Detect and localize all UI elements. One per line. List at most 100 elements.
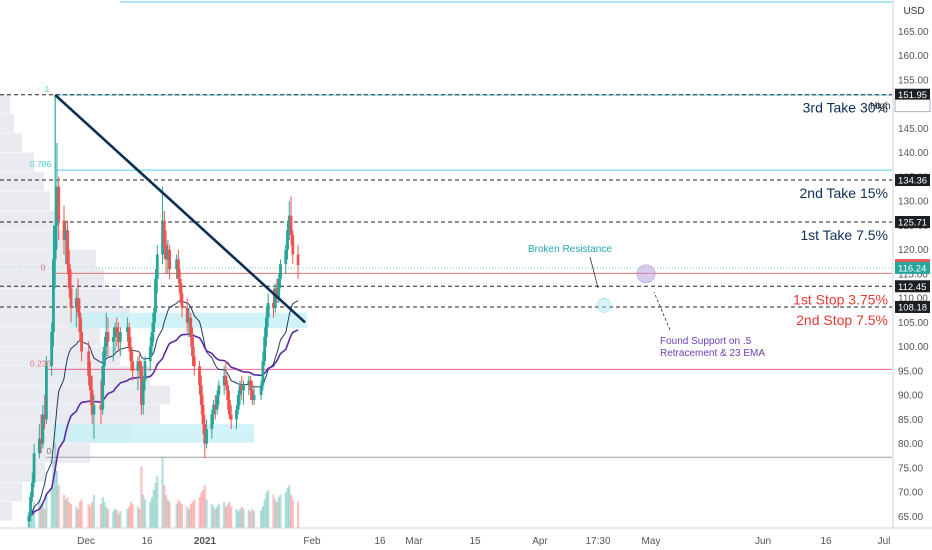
volume-bar: [235, 509, 238, 528]
candle: [30, 472, 34, 502]
candle-body: [168, 249, 171, 270]
profile-bar: [0, 172, 44, 191]
volume-bar: [55, 471, 59, 528]
volume-bar: [237, 511, 240, 528]
time-tick-label: Dec: [77, 536, 95, 547]
time-axis-background: [0, 528, 932, 550]
candle: [136, 356, 140, 391]
price-tag-label: 116.24: [898, 263, 926, 274]
price-tick-label: 80.00: [898, 439, 923, 450]
candle: [215, 390, 219, 415]
level-label: 1st Take 7.5%: [800, 227, 888, 243]
profile-bar: [0, 94, 10, 114]
price-tick-label: 110.00: [898, 294, 928, 305]
price-axis[interactable]: USD 65.00 70.00 75.00 80.00 85.00 90.00 95.00 10…: [870, 0, 932, 528]
level-label: 2nd Stop 7.5%: [796, 312, 888, 328]
candle: [185, 298, 189, 333]
candle: [164, 230, 168, 274]
volume-bar: [101, 497, 104, 528]
volume-bar: [31, 509, 34, 528]
candle-body: [150, 332, 154, 347]
candle: [259, 380, 263, 400]
profile-bar: [0, 288, 120, 308]
candle: [118, 327, 122, 357]
candle: [41, 404, 45, 449]
level-label: 2nd Take 15%: [800, 185, 888, 201]
volume-bar: [286, 487, 289, 528]
volume-bar: [89, 506, 92, 528]
candle: [69, 269, 73, 323]
time-tick-label: 16: [141, 536, 153, 547]
profile-bar: [0, 366, 150, 385]
candle: [212, 399, 215, 425]
candle-body: [43, 414, 47, 420]
candle: [45, 356, 48, 425]
candle-body: [50, 332, 54, 367]
volume-bar: [189, 504, 192, 528]
volume-bar: [41, 504, 44, 528]
candle-body: [143, 361, 147, 381]
candle-body: [155, 254, 159, 279]
candle-body: [266, 303, 270, 318]
volume-bar: [62, 494, 66, 528]
price-tag-label: 125.71: [898, 217, 927, 228]
time-tick-label: 16: [820, 536, 832, 547]
volume-bar: [238, 509, 242, 528]
candle-body: [187, 317, 191, 323]
profile-bar: [0, 113, 14, 133]
candle: [236, 390, 240, 415]
candle-body: [166, 249, 170, 260]
candle: [140, 361, 143, 415]
price-tick-label: 155.00: [898, 75, 929, 86]
time-axis[interactable]: Dec 16 2021 Feb 16 Mar 15 Apr 17:30 May Jun 16 Jul: [0, 527, 932, 550]
candle: [178, 269, 182, 304]
price-tag-label: 151.95: [898, 90, 927, 101]
time-tick-label: Mar: [405, 536, 423, 547]
price-tag-label: 134.36: [898, 176, 927, 187]
candle-body: [66, 230, 69, 265]
candle: [76, 278, 80, 318]
candle: [247, 375, 251, 396]
candle: [203, 414, 207, 459]
candle-body: [99, 404, 103, 410]
candle-body: [27, 516, 31, 522]
candle: [287, 201, 291, 240]
candle: [198, 361, 201, 396]
price-tick-label: 100.00: [898, 342, 929, 353]
volume-bar: [263, 499, 266, 528]
candle: [57, 176, 61, 240]
high-label: High: [870, 101, 891, 112]
candle-body: [52, 259, 55, 333]
volume-bar: [242, 509, 245, 528]
volume-bar: [163, 485, 166, 528]
candle-body: [41, 414, 45, 444]
candle-body: [215, 395, 219, 410]
price-tag-label: 108.18: [898, 302, 927, 313]
profile-bar: [0, 482, 22, 502]
candle-body: [62, 220, 66, 240]
price-tag: [894, 99, 931, 113]
candle: [67, 249, 71, 299]
volume-bar: [291, 499, 294, 528]
volume-bar: [289, 494, 293, 528]
volume-bar: [150, 497, 154, 528]
candle: [32, 443, 36, 488]
candle: [205, 419, 208, 449]
price-tick-label: 140.00: [898, 148, 929, 159]
candle: [261, 351, 265, 391]
candle-body: [240, 385, 244, 391]
trendline[interactable]: [54, 94, 306, 324]
descending-trendline: [54, 94, 306, 324]
candle-body: [129, 346, 133, 362]
volume-bar: [57, 485, 60, 528]
candle: [62, 206, 66, 255]
candle: [265, 307, 268, 347]
candle-body: [127, 327, 131, 347]
candle-body: [289, 215, 293, 236]
candle-body: [164, 244, 168, 260]
volume-bar: [129, 501, 132, 528]
candle: [286, 220, 289, 260]
volume-bar: [168, 501, 171, 528]
candle-body: [250, 390, 254, 400]
